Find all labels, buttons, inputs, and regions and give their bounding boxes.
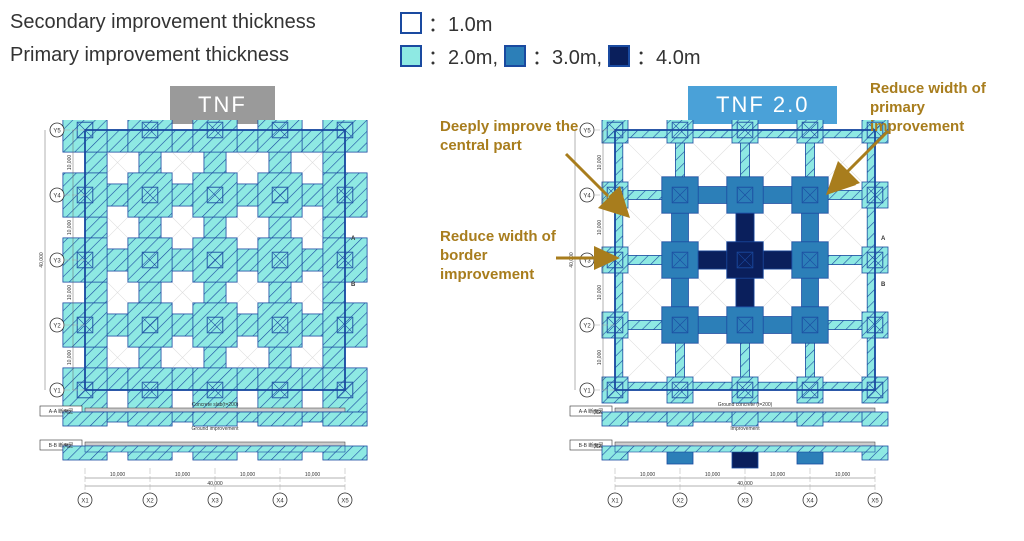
title-tnf: TNF [170, 86, 275, 124]
svg-text:Y1: Y1 [583, 389, 591, 395]
svg-text:10,000: 10,000 [67, 155, 73, 171]
svg-text:B: B [351, 282, 356, 288]
legend-secondary-label: Secondary improvement thickness [10, 11, 400, 34]
svg-text:10,000: 10,000 [110, 472, 126, 478]
svg-text:Y2: Y2 [583, 324, 591, 330]
diagram-tnf: Y1 Y2 Y3 Y4 Y5 10,000 10,000 10,000 10,000 40,000… [30, 120, 430, 530]
svg-text:10,000: 10,000 [770, 472, 786, 478]
svg-text:10,000: 10,000 [67, 285, 73, 301]
svg-text:X4: X4 [276, 499, 284, 505]
callout-border-arrow [550, 236, 630, 296]
legend-row-secondary: Secondary improvement thickness ：1.0m [10, 8, 701, 37]
callout-border-width: Reduce width of border improvement [440, 228, 580, 284]
svg-text:Y5: Y5 [53, 129, 61, 135]
svg-text:▽GL: ▽GL [62, 410, 73, 416]
svg-text:Ground improvement: Ground improvement [192, 426, 240, 432]
swatch-white [400, 12, 422, 34]
svg-text:A: A [351, 236, 356, 242]
callout-primary-width: Reduce width of primary improvement [870, 80, 1020, 136]
svg-text:40,000: 40,000 [39, 252, 45, 268]
svg-text:Improvement: Improvement [730, 426, 760, 432]
svg-text:X5: X5 [871, 499, 879, 505]
plan-tnf-svg: Y1 Y2 Y3 Y4 Y5 10,000 10,000 10,000 10,000 40,000… [30, 120, 430, 530]
svg-text:X1: X1 [81, 499, 89, 505]
svg-text:X5: X5 [341, 499, 349, 505]
swatch-mid-text: ：3.0m, [532, 41, 602, 70]
swatch-mid [504, 45, 526, 67]
svg-text:Y4: Y4 [53, 194, 61, 200]
svg-text:X3: X3 [741, 499, 749, 505]
svg-text:X3: X3 [211, 499, 219, 505]
svg-text:A: A [881, 236, 886, 242]
svg-text:X2: X2 [146, 499, 154, 505]
swatch-dark [608, 45, 630, 67]
callout-central: Deeply improve the central part [440, 118, 620, 156]
svg-text:Y1: Y1 [53, 389, 61, 395]
title-tnf2: TNF 2.0 [688, 86, 837, 124]
svg-text:X2: X2 [676, 499, 684, 505]
svg-text:▽GL: ▽GL [62, 444, 73, 450]
svg-text:10,000: 10,000 [67, 220, 73, 236]
swatch-dark-text: ：4.0m [636, 41, 700, 70]
legend-secondary-swatches: ：1.0m [400, 8, 492, 37]
svg-text:10,000: 10,000 [240, 472, 256, 478]
svg-text:Y2: Y2 [53, 324, 61, 330]
legend: Secondary improvement thickness ：1.0m Pr… [10, 8, 701, 74]
svg-text:10,000: 10,000 [705, 472, 721, 478]
svg-text:10,000: 10,000 [597, 350, 603, 366]
svg-text:B: B [881, 282, 886, 288]
callout-central-text: Deeply improve the central part [440, 118, 578, 154]
svg-text:10,000: 10,000 [305, 472, 321, 478]
svg-text:10,000: 10,000 [67, 350, 73, 366]
swatch-teal-text: ：2.0m, [428, 41, 498, 70]
callout-primary-arrow [820, 125, 900, 205]
svg-text:Y3: Y3 [53, 259, 61, 265]
svg-text:▽GL: ▽GL [592, 410, 603, 416]
svg-text:X1: X1 [611, 499, 619, 505]
callout-central-arrow [560, 148, 640, 228]
legend-row-primary: Primary improvement thickness ：2.0m, ：3.… [10, 41, 701, 70]
svg-text:10,000: 10,000 [835, 472, 851, 478]
svg-text:Concrete slab(t=200): Concrete slab(t=200) [192, 402, 239, 408]
svg-text:X4: X4 [806, 499, 814, 505]
svg-text:▽GL: ▽GL [592, 444, 603, 450]
legend-primary-swatches: ：2.0m, ：3.0m, ：4.0m [400, 41, 701, 70]
svg-text:10,000: 10,000 [640, 472, 656, 478]
svg-text:Ground concrete (t=200): Ground concrete (t=200) [718, 402, 773, 408]
svg-text:10,000: 10,000 [175, 472, 191, 478]
swatch-white-text: ：1.0m [428, 8, 492, 37]
swatch-teal [400, 45, 422, 67]
callout-border-text: Reduce width of border improvement [440, 228, 556, 283]
legend-primary-label: Primary improvement thickness [10, 44, 400, 67]
